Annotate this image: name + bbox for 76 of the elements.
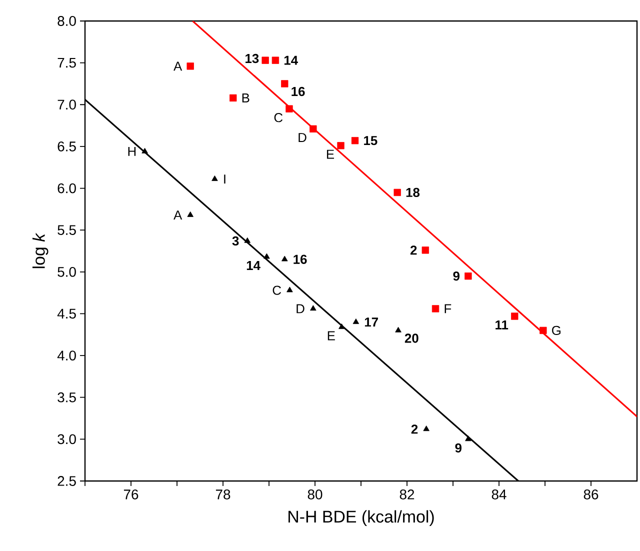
point [282,256,288,262]
point [540,326,547,334]
x-tick-label: 84 [492,490,506,500]
annotation: 13 [246,54,259,64]
point [337,142,344,150]
y-tick-label: 5.5 [58,225,76,235]
point [286,286,293,292]
point [244,237,251,243]
annotation: 16 [292,86,305,96]
annotation: 20 [404,334,418,343]
annotation: A [174,210,182,220]
point [351,137,359,144]
y-tick-label: 8.0 [58,16,76,26]
y-tick-label: 6.5 [58,142,76,152]
y-tick-label: 2.5 [58,476,76,486]
annotation: A [174,62,182,71]
annotation: 15 [364,136,378,146]
annotation: 2 [411,424,418,434]
x-tick-label: 82 [400,490,414,500]
annotation: 11 [496,320,508,330]
y-tick-label: 6.0 [58,183,76,194]
annotation: C [272,286,282,295]
point [286,105,293,112]
y-tick-label: 5.0 [58,266,76,277]
y-tick-label: 3.0 [58,434,76,444]
annotation: D [296,304,304,314]
annotation: B [242,93,250,102]
y-tick-label: 7.5 [58,58,76,68]
x-tick-label: 78 [216,490,230,500]
point [352,318,360,324]
point [310,125,317,132]
point [186,62,194,70]
point [423,426,430,432]
point [281,80,288,88]
point [262,56,269,64]
annotation: 14 [284,56,298,65]
annotation: C [274,113,283,122]
point [187,211,194,217]
point [465,436,472,442]
annotation: E [326,150,334,159]
y-tick-label: 7.0 [58,100,76,110]
y-axis-title: log k [32,232,48,268]
annotation: 18 [406,188,420,198]
x-axis-title: N-H BDE (kcal/mol) [288,510,434,526]
point [212,175,218,181]
annotation: 14 [246,261,260,270]
annotation: E [328,331,335,340]
point [432,305,440,312]
annotation: G [552,326,560,336]
point [464,272,472,280]
annotation: 17 [364,318,378,327]
point [264,253,270,259]
y-tick-label: 4.0 [57,350,76,360]
annotation: H [128,147,136,156]
annotation: 16 [294,254,307,264]
point [422,246,429,254]
point [511,312,518,320]
annotation: 9 [453,272,460,281]
annotation: 2 [410,246,417,255]
x-tick-label: 86 [584,490,598,500]
x-tick-label: 76 [124,490,138,500]
point [395,326,402,332]
annotation: F [444,304,452,314]
x-tick-label: 80 [308,490,322,500]
annotation: I [224,174,226,184]
point [394,188,401,196]
y-tick-label: 3.5 [58,392,76,402]
annotation: 3 [232,236,239,246]
y-tick-label: 4.5 [57,308,76,319]
point [310,305,316,311]
point [142,148,148,154]
point [272,56,280,64]
annotation: 9 [455,443,462,453]
point [230,94,237,102]
annotation: D [298,133,306,142]
point [338,324,345,329]
